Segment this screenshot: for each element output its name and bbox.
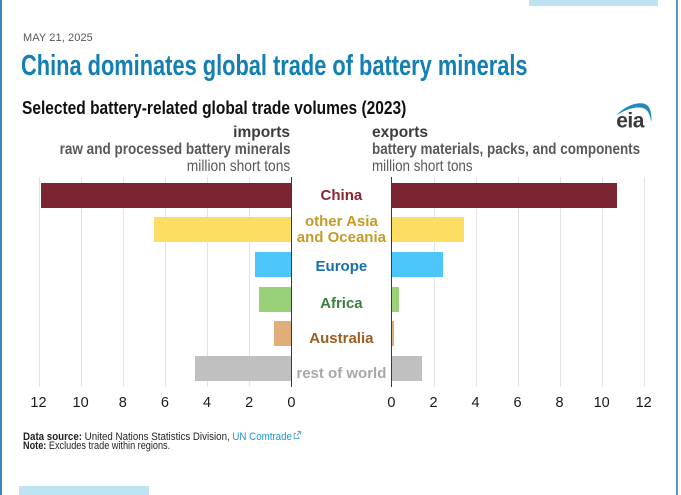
svg-text:eia: eia <box>616 110 645 133</box>
